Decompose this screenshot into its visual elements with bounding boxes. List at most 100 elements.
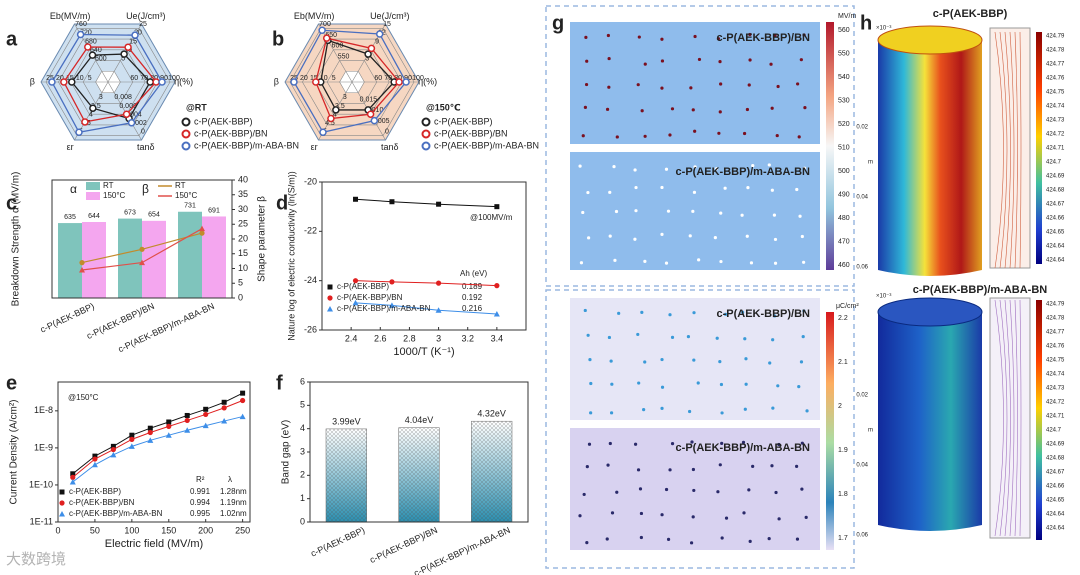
radar-point: [290, 78, 298, 86]
tick-label: 640: [90, 47, 102, 54]
panel-label: c: [6, 192, 17, 214]
filler-particle: [633, 237, 637, 241]
filler-particle: [767, 163, 771, 167]
map-title: c-P(AEK-BBP)/m-ABA-BN: [676, 166, 810, 178]
filler-particle: [668, 468, 672, 472]
filler-particle: [612, 165, 616, 169]
panel-label: b: [272, 28, 284, 50]
filler-particle: [660, 357, 664, 362]
filler-particle: [586, 190, 590, 195]
legend-label: c-P(AEK-BBP)/m-ABA-BN: [434, 140, 539, 150]
axis-tick: 0.06: [856, 533, 868, 539]
tick-label: -20: [304, 176, 317, 186]
tick-label: 10: [238, 263, 248, 273]
radar-point: [68, 78, 76, 86]
marker: [147, 437, 154, 443]
filler-particle: [668, 133, 672, 137]
filler-particle: [585, 59, 589, 63]
legend-value: 1.28nm: [220, 487, 247, 496]
marker: [147, 425, 153, 431]
tick-label: 3: [300, 446, 305, 456]
marker: [110, 443, 116, 449]
filler-particle: [747, 83, 751, 87]
filler-particle: [716, 490, 720, 494]
colorbar-tick: 424.66: [1046, 484, 1065, 490]
colorbar: [1036, 32, 1042, 264]
tick-label: 80: [150, 75, 158, 82]
filler-particle: [799, 58, 803, 62]
tick-label: 20: [56, 75, 64, 82]
value-label: 644: [88, 213, 100, 220]
filler-particle: [609, 411, 614, 415]
filler-particle: [639, 535, 643, 540]
tick-label: 35: [238, 189, 248, 199]
colorbar-tick: 520: [838, 121, 850, 128]
tick-label: 0.008: [114, 94, 132, 101]
value-label: 691: [208, 207, 220, 214]
filler-particle: [588, 358, 592, 362]
filler-particle: [610, 511, 615, 515]
panel-frame: [545, 289, 855, 569]
marker: [59, 511, 65, 517]
marker: [199, 225, 205, 232]
marker: [203, 406, 209, 412]
polarization-map: [570, 428, 820, 550]
filler-particle: [719, 382, 724, 387]
filler-particle: [638, 487, 643, 491]
field-map: [570, 22, 820, 144]
filler-particle: [633, 442, 638, 446]
filler-particle: [581, 210, 585, 215]
filler-particle: [800, 234, 804, 239]
filler-particle: [610, 382, 614, 386]
axis-tick: 0.04: [856, 195, 868, 201]
filler-particle: [697, 258, 701, 262]
colorbar-tick: 500: [838, 168, 850, 175]
filler-particle: [666, 537, 671, 541]
marker: [327, 306, 333, 312]
marker: [240, 390, 246, 396]
radar-point: [89, 104, 97, 112]
marker: [240, 397, 246, 404]
legend-marker: [86, 192, 100, 200]
filler-particle: [772, 213, 777, 217]
filler-particle: [718, 463, 722, 467]
tick-label: 90: [160, 75, 168, 82]
contour-line: [1014, 31, 1018, 269]
axis-label: Eb(MV/m): [294, 11, 335, 21]
filler-particle: [773, 33, 777, 38]
legend-marker: [421, 141, 431, 151]
filler-particle: [668, 313, 672, 317]
colorbar-tick: 1.8: [838, 491, 848, 498]
marker: [436, 201, 442, 207]
colorbar-tick: 540: [838, 74, 850, 81]
filler-particle: [589, 381, 593, 386]
radar-point: [75, 128, 83, 137]
value-label: 3.99eV: [332, 416, 361, 426]
radar-point: [366, 110, 375, 118]
filler-particle: [643, 134, 647, 138]
filler-particle: [768, 361, 772, 365]
tick-label: 70: [140, 75, 148, 82]
filler-particle: [802, 260, 806, 264]
filler-particle: [795, 464, 799, 468]
tick-label: 0.002: [129, 120, 147, 127]
tick-label: 760: [75, 21, 87, 28]
tick-label: 25: [139, 21, 147, 28]
filler-particle: [660, 232, 664, 237]
field-map: [570, 152, 820, 270]
legend-value: 0.994: [190, 498, 211, 507]
marker: [202, 422, 209, 429]
bar: [202, 216, 226, 298]
tick-label: 0.004: [124, 111, 142, 118]
axis-label: β: [274, 76, 279, 86]
filler-particle: [744, 357, 748, 361]
tick-label: 600: [95, 56, 107, 63]
radar-point: [120, 50, 128, 58]
tick-label: 6: [300, 376, 305, 386]
filler-particle: [587, 442, 592, 446]
colorbar: [1036, 300, 1042, 540]
filler-particle: [609, 359, 613, 363]
filler-particle: [636, 83, 640, 87]
filler-particle: [660, 185, 664, 190]
radar-point: [312, 78, 320, 86]
